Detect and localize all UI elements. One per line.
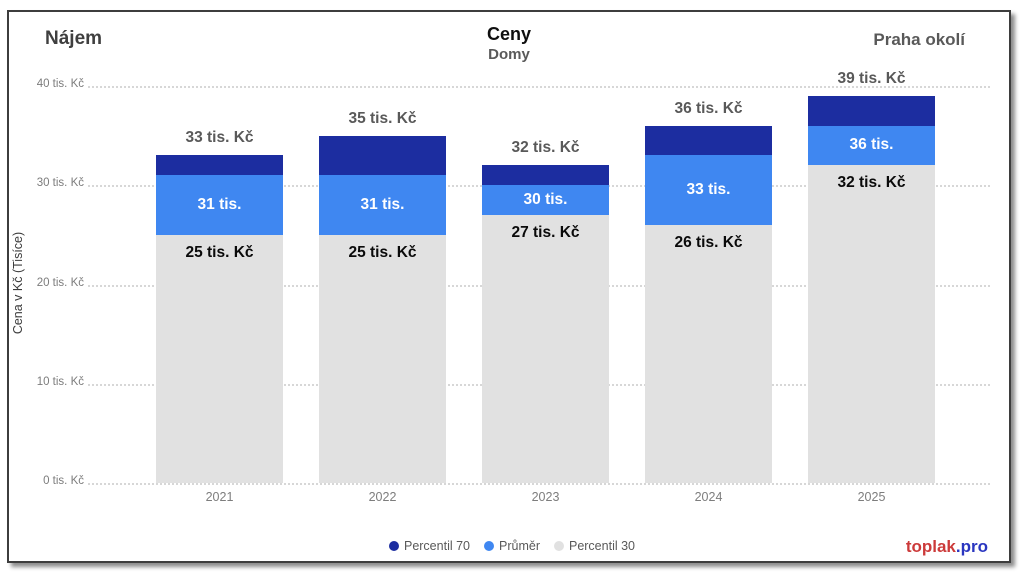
bar-label-percentil30: 25 tis. Kč [185,243,254,261]
bar-segment-percentil30[interactable] [319,234,446,483]
y-axis-tick-label: 40 tis. Kč [36,78,84,90]
legend-item[interactable]: Průměr [484,539,540,553]
x-axis-category-label: 2023 [531,490,560,504]
bar-segment-prumer[interactable] [808,125,935,166]
bar-label-percentil70: 33 tis. Kč [185,129,254,147]
brand-tld: .pro [955,537,988,556]
y-axis-tick-label: 10 tis. Kč [36,375,84,388]
bar-label-prumer: 30 tis. [523,190,568,208]
bar-label-percentil70: 36 tis. Kč [674,99,743,117]
bar-label-percentil30: 32 tis. Kč [837,174,906,192]
x-axis-category-label: 2022 [368,490,397,504]
bar-label-percentil30: 25 tis. Kč [348,243,417,261]
legend-dot-icon [553,541,564,551]
y-axis-tick-label: 20 tis. Kč [36,276,84,289]
bar-segment-percentil30[interactable] [808,165,935,483]
bar-segment-percentil70[interactable] [645,125,772,156]
bar-label-percentil30: 26 tis. Kč [674,233,743,251]
x-axis-category-label: 2025 [857,490,886,504]
chart-right-title: Praha okolí [873,30,965,49]
bar-label-percentil70: 32 tis. Kč [511,139,580,157]
brand-name: toplak [905,537,956,556]
bar-segment-prumer[interactable] [156,175,283,235]
bar-segment-percentil30[interactable] [156,234,283,483]
bar-label-prumer: 31 tis. [360,195,405,213]
bar-label-percentil70: 39 tis. Kč [837,69,906,87]
bar-segment-percentil30[interactable] [645,224,772,483]
bar-segment-percentil30[interactable] [482,215,609,483]
bar-segment-prumer[interactable] [319,175,446,235]
brand-link[interactable]: toplak.pro [906,537,988,557]
bar-segment-percentil70[interactable] [808,95,935,126]
bar-label-prumer: 36 tis. [849,136,894,154]
bar-label-prumer: 33 tis. [686,180,731,198]
y-axis-tick-label: 0 tis. Kč [43,475,84,487]
bar-label-percentil70: 35 tis. Kč [348,109,417,127]
legend-dot-icon [388,541,399,551]
chart-title: Ceny [486,24,531,44]
legend-item-label: Percentil 30 [568,539,635,553]
gridline [88,86,990,88]
bar-segment-percentil70[interactable] [482,165,609,186]
bar-segment-prumer[interactable] [482,185,609,216]
y-axis-tick-label: 30 tis. Kč [36,177,84,190]
gridline [88,483,990,485]
legend-item-label: Průměr [499,539,540,553]
x-axis-category-label: 2021 [205,490,234,504]
bar-label-prumer: 31 tis. [197,195,242,213]
bar-segment-percentil70[interactable] [156,155,283,176]
chart-center-header: Ceny Domy [9,23,1009,64]
bar-label-percentil30: 27 tis. Kč [511,224,580,242]
legend-item[interactable]: Percentil 70 [388,539,470,553]
legend-item[interactable]: Percentil 30 [553,539,635,553]
chart-legend: Percentil 70 Průměr Percentil 30 [0,539,1024,553]
bar-segment-prumer[interactable] [645,155,772,225]
chart-left-title: Nájem [45,28,103,49]
legend-dot-icon [484,541,494,551]
x-axis-category-label: 2024 [694,490,723,504]
bar-segment-percentil70[interactable] [319,135,446,176]
legend-item-label: Percentil 70 [403,539,470,553]
chart-subtitle: Domy [488,46,530,63]
